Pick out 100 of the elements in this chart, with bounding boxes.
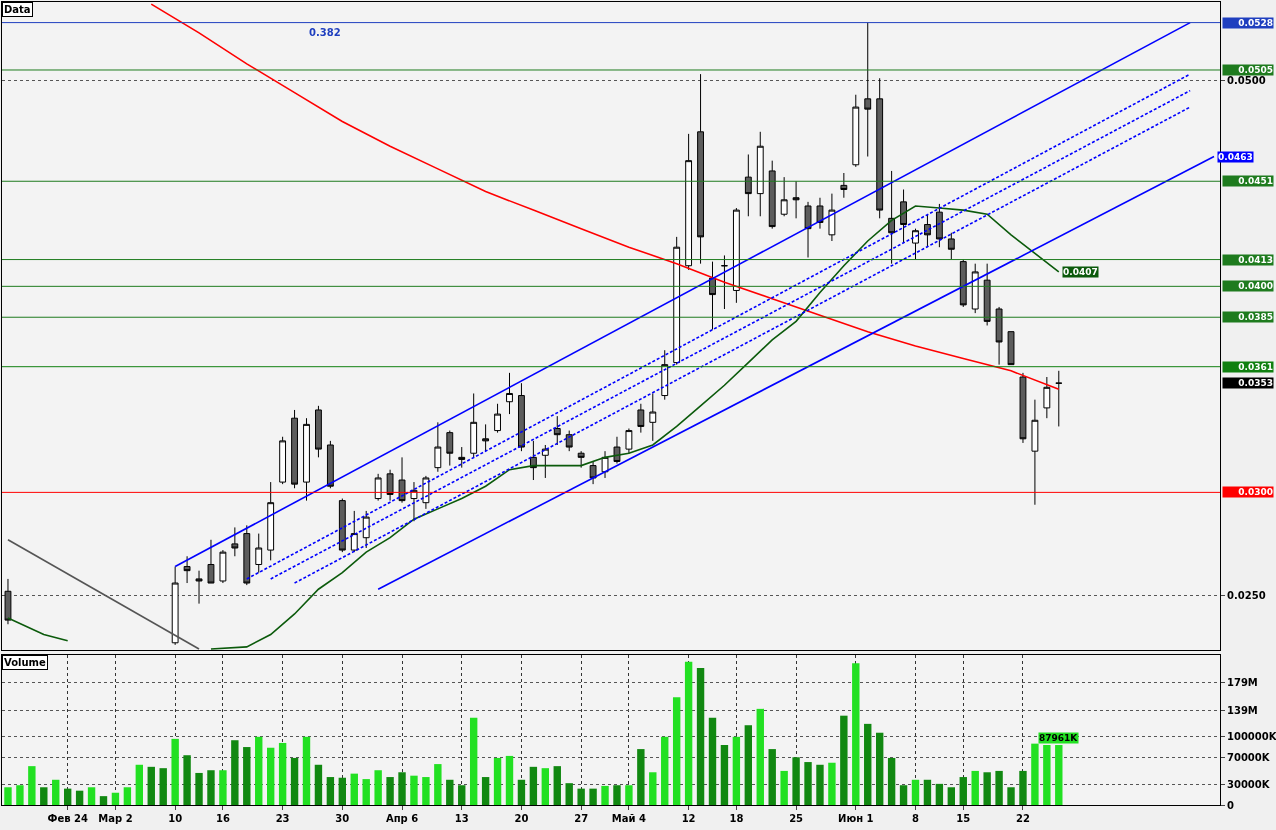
line-series [150,3,1060,391]
candlestick [732,207,740,304]
bar [553,766,561,805]
x-tick-label: Фев 24 [47,813,88,824]
candlestick [398,456,406,504]
bar [362,779,370,805]
bar [625,785,633,805]
candlestick [995,306,1003,366]
candlestick [983,263,991,326]
candlestick [649,392,657,442]
data-label: 0.0463 [1218,152,1253,162]
candlestick [900,189,907,244]
x-tick-label: 25 [789,813,804,824]
x-tick-label: 12 [681,813,696,824]
bar [410,775,418,805]
bar [1031,743,1039,805]
bar [1007,787,1015,805]
candlestick [947,232,955,261]
data-label: 0.0407 [1063,267,1098,277]
bar [446,779,454,805]
bar [577,788,585,805]
candlestick [291,409,298,489]
candlestick [959,259,967,308]
bar [231,740,239,805]
candlestick [553,415,561,446]
x-tick-label: Май 4 [611,813,647,824]
candlestick [625,428,633,454]
candlestick [1019,372,1027,444]
candlestick [756,131,764,217]
candlestick [350,510,358,553]
bar [911,779,920,805]
bar [422,777,430,805]
candlestick [721,254,728,310]
bar [458,785,466,805]
candlestick [709,261,716,331]
candlestick [279,436,287,485]
candlestick [410,481,418,522]
candlestick [338,498,346,553]
x-tick-label: 16 [215,813,230,824]
bar [744,725,753,805]
bar [302,736,311,805]
candlestick [888,170,896,265]
candlestick [792,180,800,219]
candlestick [482,423,490,452]
bar [517,779,526,805]
candlestick [267,481,275,561]
x-tick-label: Июн 1 [838,813,874,824]
bar [637,749,645,805]
candlestick [315,405,322,458]
chart-title: Data [4,4,31,15]
x-tick-label: 13 [454,813,469,824]
bar [207,770,215,805]
candlestick [1031,399,1039,506]
bar [398,772,406,805]
y-tick-label: 30000K [1227,779,1271,791]
candlestick [326,440,334,489]
bar [87,787,96,805]
bar [135,764,144,805]
bar [732,736,741,805]
bar [99,796,108,805]
bar [601,785,609,805]
text: 0.0353 [1238,378,1273,388]
candlestick [518,382,525,452]
bar [266,747,275,805]
x-tick-label: 15 [956,813,971,824]
candlestick [183,555,191,584]
bar [995,770,1003,805]
bar [684,661,693,805]
x-tick-label: 30 [335,813,350,824]
bar [52,779,60,805]
bar [219,770,227,805]
bar [469,717,478,805]
ref-line-label: 0.0300 [1238,487,1273,497]
candlestick [386,469,394,502]
bar [816,764,824,805]
bar [804,762,812,805]
bar [935,783,944,805]
x-tick-label: 18 [729,813,744,824]
candlestick [840,172,848,199]
candlestick [971,263,979,314]
line-series [210,205,1060,650]
bar [613,785,621,805]
bar [780,770,788,805]
candlestick [303,417,310,502]
candlestick [768,160,776,230]
bar [864,723,872,805]
annotation: 0.382 [309,27,341,38]
bar [75,790,84,805]
x-tick-label: 27 [574,813,589,824]
bar [828,762,836,805]
bar [195,772,203,805]
bar [947,787,956,805]
candlestick [458,446,466,469]
candlestick [589,460,597,485]
bar [529,766,538,805]
bar [899,785,908,805]
x-tick-label: 22 [1016,813,1030,824]
bar [278,742,287,805]
bar [111,792,120,805]
bar [183,755,191,805]
